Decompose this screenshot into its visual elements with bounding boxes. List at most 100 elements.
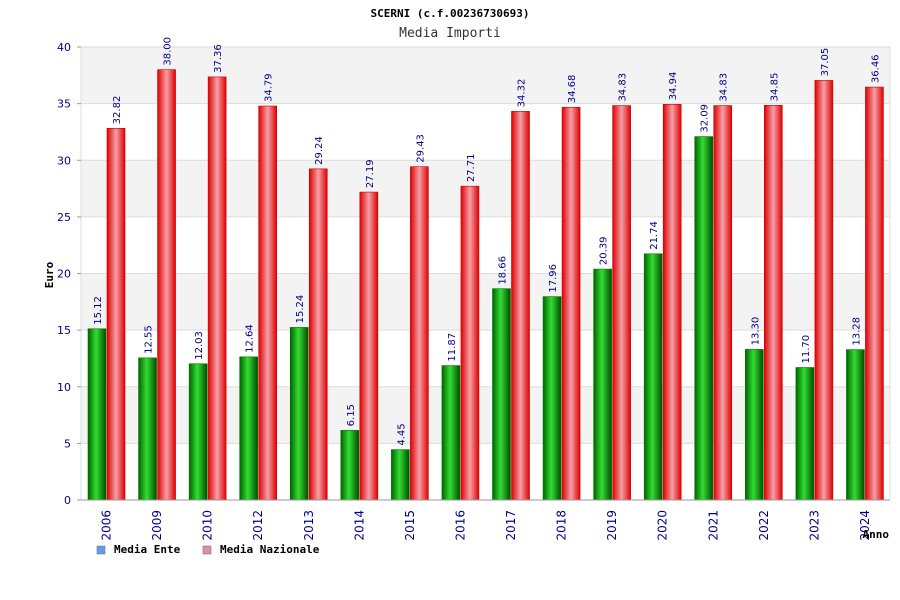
bar-media-nazionale-2017	[511, 111, 530, 501]
chart-title: SCERNI (c.f.00236730693)	[371, 7, 530, 20]
bar-media-nazionale-2023	[814, 80, 834, 501]
x-tick-label: 2016	[453, 510, 467, 541]
y-axis-label: Euro	[43, 261, 56, 288]
bar-media-ente-2021	[694, 136, 714, 501]
data-label: 11.70	[801, 335, 812, 364]
y-tick-label: 20	[57, 268, 71, 281]
bar-media-nazionale-2021	[713, 105, 733, 501]
y-axis-ticks: 0 5 10 15 20 25 30 35 40	[57, 41, 81, 507]
y-tick-label: 30	[57, 154, 71, 167]
x-tick-label: 2014	[352, 510, 366, 541]
bar-media-ente-2018	[542, 296, 562, 501]
data-label: 34.94	[668, 72, 679, 101]
bar-media-nazionale-2010	[207, 76, 227, 501]
chart-subtitle: Media Importi	[399, 26, 501, 41]
legend-swatch	[96, 545, 106, 555]
bar-media-ente-2016	[441, 365, 461, 501]
x-tick-label: 2019	[605, 510, 619, 541]
data-label: 17.96	[548, 264, 559, 293]
bar-media-ente-2013	[289, 327, 309, 501]
bar-media-nazionale-2024	[865, 86, 884, 501]
data-label: 18.66	[498, 256, 509, 285]
data-label: 15.24	[295, 295, 306, 324]
data-label: 37.36	[213, 44, 224, 73]
data-label: 29.24	[314, 136, 325, 165]
y-tick-label: 5	[64, 437, 71, 450]
bar-media-nazionale-2016	[460, 185, 480, 501]
x-tick-label: 2006	[100, 510, 114, 541]
x-axis-label: Anno	[863, 528, 890, 541]
data-label: 29.43	[415, 134, 426, 163]
data-label: 38.00	[163, 37, 174, 66]
bar-media-nazionale-2022	[764, 105, 783, 501]
data-label: 15.12	[93, 296, 104, 325]
bar-media-nazionale-2006	[106, 128, 126, 501]
bar-media-ente-2010	[188, 363, 208, 501]
bar-media-ente-2022	[745, 349, 764, 501]
bar-media-nazionale-2013	[308, 168, 328, 501]
bar-media-ente-2015	[391, 449, 410, 501]
legend-swatch	[202, 545, 212, 555]
data-label: 21.74	[649, 221, 660, 250]
x-tick-label: 2017	[504, 510, 518, 541]
y-tick-label: 15	[57, 324, 71, 337]
bar-media-nazionale-2012	[258, 105, 277, 501]
x-tick-label: 2009	[150, 510, 164, 541]
legend-label: Media Ente	[114, 543, 181, 556]
bar-media-nazionale-2015	[410, 166, 429, 501]
data-label: 13.28	[851, 317, 862, 346]
x-tick-label: 2013	[302, 510, 316, 541]
data-label: 34.83	[618, 73, 629, 102]
data-label: 34.85	[769, 73, 780, 102]
x-tick-label: 2012	[251, 510, 265, 541]
x-tick-label: 2020	[656, 510, 670, 541]
data-label: 32.09	[700, 104, 711, 133]
bar-media-ente-2019	[593, 268, 612, 501]
bar-media-ente-2023	[795, 367, 815, 501]
data-label: 27.71	[466, 154, 477, 183]
bars	[87, 69, 884, 501]
data-label: 12.64	[245, 324, 256, 353]
data-label: 36.46	[870, 54, 881, 83]
legend: Media Ente Media Nazionale	[96, 543, 320, 556]
x-tick-label: 2010	[201, 510, 215, 541]
data-label: 4.45	[396, 423, 407, 445]
data-label: 27.19	[365, 159, 376, 188]
bar-media-ente-2012	[239, 356, 258, 501]
bar-media-nazionale-2009	[157, 69, 176, 501]
data-label: 12.03	[194, 331, 205, 360]
y-tick-label: 40	[57, 41, 71, 54]
x-tick-label: 2023	[807, 510, 821, 541]
y-tick-label: 0	[64, 494, 71, 507]
bar-media-ente-2014	[340, 430, 360, 501]
data-label: 12.55	[144, 325, 155, 354]
bar-media-ente-2009	[138, 357, 157, 501]
data-label: 13.30	[750, 317, 761, 346]
data-label: 34.32	[517, 79, 528, 108]
data-labels: 15.12 12.55 12.03 12.64 15.24 6.15 4.45 11.87 18…	[93, 37, 881, 446]
x-tick-label: 2021	[706, 510, 720, 541]
bar-media-nazionale-2019	[612, 105, 631, 501]
bar-media-ente-2024	[846, 349, 865, 501]
legend-label: Media Nazionale	[220, 543, 320, 556]
y-tick-label: 35	[57, 98, 71, 111]
x-tick-label: 2024	[858, 510, 872, 541]
data-label: 34.79	[264, 73, 275, 102]
x-axis-ticks: 2006 2009 2010 2012 2013 2014 2015 2016 2017 2018…	[81, 499, 890, 541]
data-label: 32.82	[112, 96, 123, 125]
bar-media-nazionale-2018	[561, 106, 581, 501]
bar-media-nazionale-2014	[359, 191, 379, 501]
data-label: 6.15	[346, 404, 357, 426]
data-label: 37.05	[820, 48, 831, 77]
data-label: 34.83	[719, 73, 730, 102]
bar-media-ente-2020	[643, 253, 663, 501]
y-tick-label: 25	[57, 211, 71, 224]
data-label: 34.68	[567, 75, 578, 104]
bar-media-nazionale-2020	[662, 104, 682, 501]
bar-media-ente-2017	[492, 288, 511, 501]
data-label: 20.39	[599, 236, 610, 265]
x-tick-label: 2018	[555, 510, 569, 541]
data-label: 11.87	[447, 333, 458, 362]
x-tick-label: 2022	[757, 510, 771, 541]
